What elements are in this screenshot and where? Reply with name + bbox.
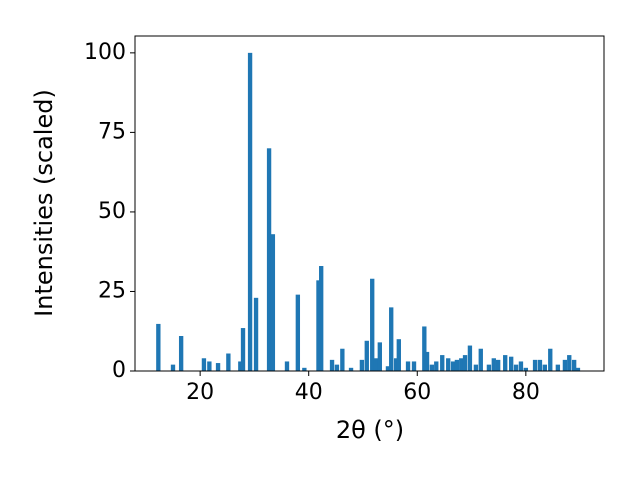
- bar: [266, 148, 272, 371]
- bar: [215, 363, 221, 371]
- bar: [575, 367, 581, 371]
- bar: [253, 297, 259, 371]
- bar: [567, 355, 572, 371]
- bar: [156, 323, 161, 371]
- bar: [486, 364, 492, 371]
- bar: [340, 348, 345, 371]
- x-tick-label: 20: [186, 380, 214, 405]
- bar: [459, 358, 464, 371]
- bar: [424, 351, 430, 371]
- bar: [411, 361, 417, 371]
- bar: [491, 358, 496, 371]
- bar: [467, 345, 473, 371]
- bar: [240, 328, 246, 371]
- bar: [393, 358, 399, 371]
- bar: [548, 348, 553, 371]
- bar: [571, 359, 577, 371]
- bar: [201, 358, 207, 371]
- x-tick-label: 60: [403, 380, 431, 405]
- bar: [518, 361, 524, 371]
- bar: [396, 339, 401, 371]
- bar: [429, 364, 435, 371]
- y-tick-label: 50: [98, 199, 126, 224]
- bar: [359, 359, 365, 371]
- bar: [226, 353, 231, 371]
- bar: [509, 356, 514, 371]
- bar: [523, 367, 529, 371]
- x-tick-label: 80: [512, 380, 540, 405]
- bar: [478, 348, 483, 371]
- bar: [247, 52, 253, 371]
- y-axis-label: Intensities (scaled): [30, 89, 58, 317]
- x-axis-label: 2θ (°): [336, 416, 404, 444]
- bar: [422, 326, 427, 371]
- plot-frame: [134, 35, 605, 372]
- bar: [270, 234, 276, 371]
- bar: [364, 340, 369, 371]
- y-tick-label: 25: [98, 278, 126, 303]
- bar: [446, 358, 451, 371]
- bar: [377, 342, 382, 371]
- y-tick-label: 0: [112, 358, 126, 383]
- bar: [462, 355, 468, 371]
- bar: [450, 361, 456, 371]
- bar: [555, 364, 561, 371]
- bar: [238, 361, 243, 371]
- bar: [503, 355, 508, 371]
- bar: [334, 364, 340, 371]
- bar: [329, 359, 335, 371]
- bar: [405, 361, 411, 371]
- bar: [513, 364, 519, 371]
- y-tick-label: 75: [98, 119, 126, 144]
- bar: [532, 359, 538, 371]
- bar: [348, 367, 354, 371]
- bar: [370, 278, 375, 371]
- bar: [389, 307, 394, 371]
- bar: [178, 336, 184, 371]
- bar: [537, 359, 543, 371]
- bar: [319, 266, 324, 371]
- bar: [170, 364, 176, 371]
- bar: [473, 364, 479, 371]
- bar: [385, 366, 391, 371]
- bar: [454, 359, 460, 371]
- bar: [434, 361, 439, 371]
- bar: [295, 294, 301, 371]
- bar: [207, 361, 212, 371]
- bar: [284, 361, 290, 371]
- bar: [495, 359, 501, 371]
- y-tick-label: 100: [84, 40, 126, 65]
- bar: [302, 367, 307, 371]
- bar: [542, 364, 548, 371]
- bar: [562, 359, 568, 371]
- bar: [373, 358, 379, 371]
- x-tick-label: 40: [295, 380, 323, 405]
- bar: [316, 280, 321, 371]
- bar: [440, 355, 445, 371]
